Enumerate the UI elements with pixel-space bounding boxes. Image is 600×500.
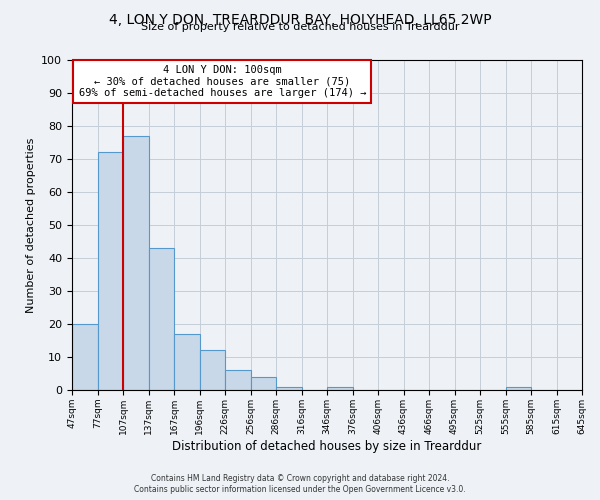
Bar — [199, 350, 225, 390]
Bar — [72, 324, 97, 390]
Text: Contains HM Land Registry data © Crown copyright and database right 2024.
Contai: Contains HM Land Registry data © Crown c… — [134, 474, 466, 494]
Bar — [505, 386, 531, 390]
Bar — [251, 377, 276, 390]
Bar — [123, 136, 149, 390]
Bar — [327, 386, 353, 390]
Text: 4 LON Y DON: 100sqm
← 30% of detached houses are smaller (75)
69% of semi-detach: 4 LON Y DON: 100sqm ← 30% of detached ho… — [79, 65, 366, 98]
Bar — [97, 152, 123, 390]
Text: Size of property relative to detached houses in Trearddur: Size of property relative to detached ho… — [141, 22, 459, 32]
Bar — [174, 334, 199, 390]
Bar — [276, 386, 302, 390]
Y-axis label: Number of detached properties: Number of detached properties — [26, 138, 36, 312]
X-axis label: Distribution of detached houses by size in Trearddur: Distribution of detached houses by size … — [172, 440, 482, 452]
Text: 4, LON Y DON, TREARDDUR BAY, HOLYHEAD, LL65 2WP: 4, LON Y DON, TREARDDUR BAY, HOLYHEAD, L… — [109, 12, 491, 26]
Bar — [225, 370, 251, 390]
Bar — [149, 248, 174, 390]
